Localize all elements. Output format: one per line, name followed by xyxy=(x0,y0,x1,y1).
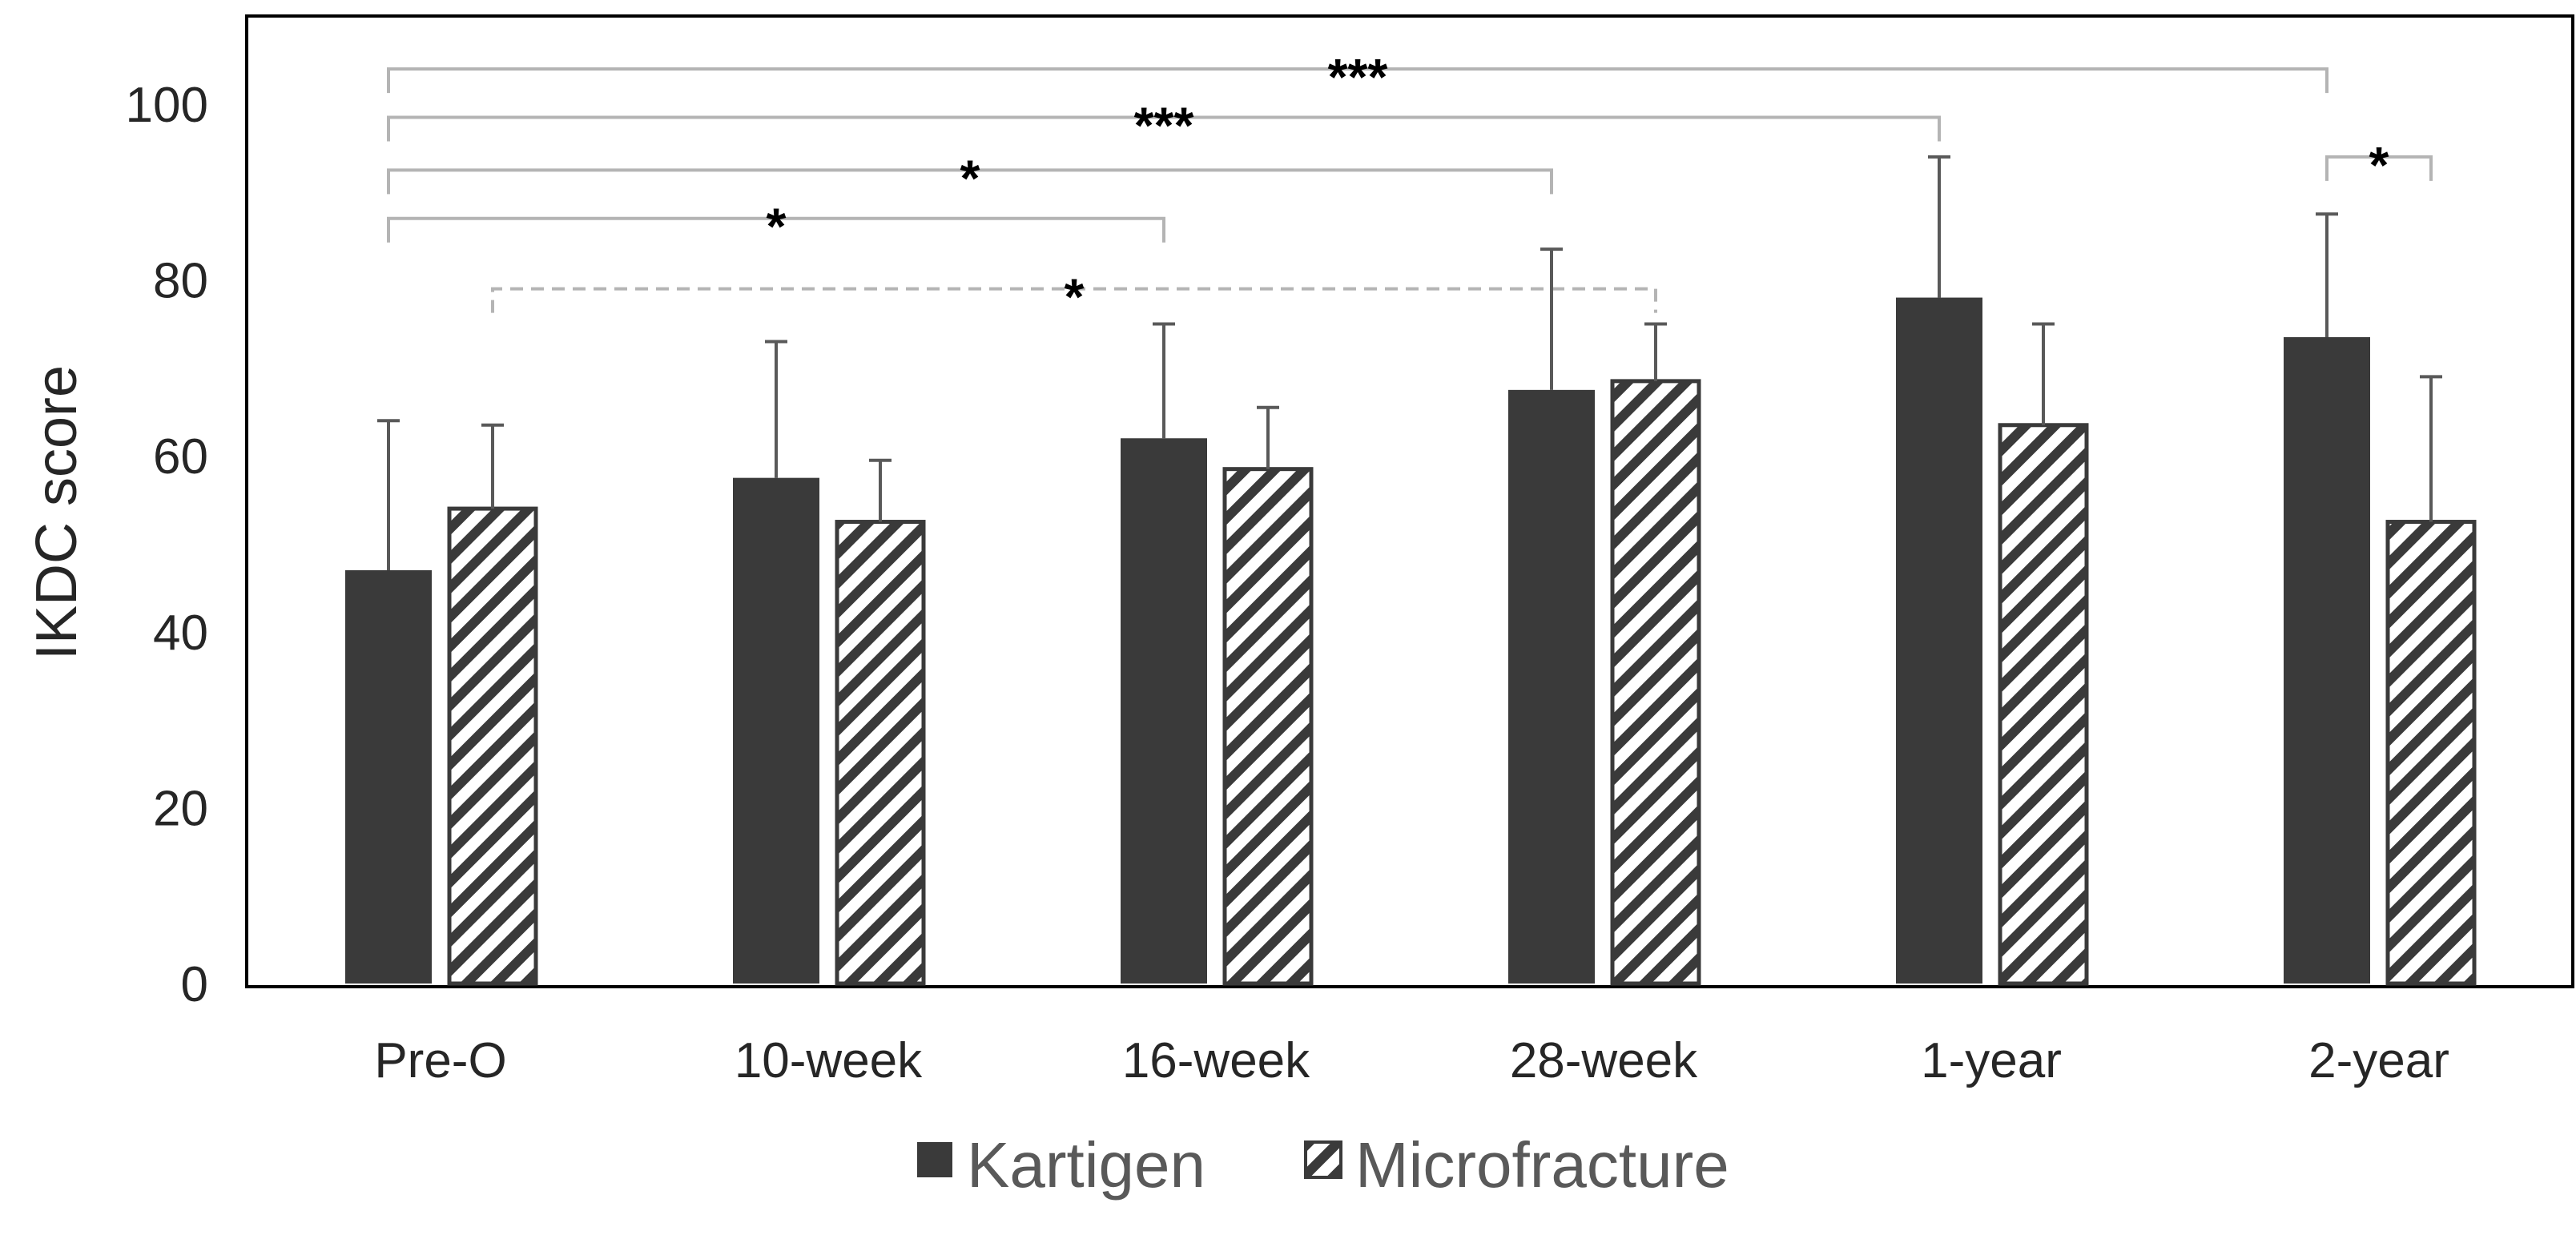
x-tick-label: 10-week xyxy=(735,1033,923,1088)
legend: Kartigen Microfracture xyxy=(917,1129,1729,1201)
significance-bracket xyxy=(387,67,2328,94)
y-tick-label: 20 xyxy=(153,781,208,836)
kartigen-bar xyxy=(345,569,432,984)
x-tick-label: 1-year xyxy=(1921,1033,2062,1088)
significance-bracket xyxy=(387,168,1553,195)
microfracture-bar xyxy=(835,520,926,986)
microfracture-bar xyxy=(1222,467,1314,986)
kartigen-bar xyxy=(1121,438,1207,984)
legend-label-kartigen: Kartigen xyxy=(967,1129,1205,1201)
x-tick-label: 28-week xyxy=(1510,1033,1698,1088)
y-tick-label: 80 xyxy=(153,254,208,309)
microfracture-bar xyxy=(1610,379,1701,986)
kartigen-bar xyxy=(1508,389,1595,984)
bars xyxy=(345,155,2477,986)
significance-bracket xyxy=(2325,155,2433,181)
kartigen-bar xyxy=(1896,297,1982,984)
y-tick-label: 0 xyxy=(181,957,208,1012)
significance-label: * xyxy=(1065,268,1085,326)
significance-label: * xyxy=(960,149,980,207)
x-axis: Pre-O 10-week 16-week 28-week 1-year 2-year xyxy=(374,1033,2449,1088)
microfracture-bar xyxy=(447,506,538,986)
significance-bracket xyxy=(491,287,1657,313)
x-tick-label: 16-week xyxy=(1122,1033,1310,1088)
significance-label: *** xyxy=(1134,96,1194,154)
significance-label: * xyxy=(767,198,787,255)
kartigen-bar xyxy=(2284,336,2370,984)
kartigen-bar xyxy=(733,477,819,984)
x-tick-label: 2-year xyxy=(2308,1033,2449,1088)
y-tick-label: 40 xyxy=(153,605,208,661)
plot-frame xyxy=(245,14,2574,988)
y-axis-label: IKDC score xyxy=(25,365,89,660)
legend-label-microfracture: Microfracture xyxy=(1355,1129,1729,1201)
x-tick-label: Pre-O xyxy=(374,1033,506,1088)
y-tick-label: 60 xyxy=(153,429,208,485)
legend-swatch-kartigen xyxy=(917,1142,952,1177)
significance-bracket xyxy=(387,115,1941,142)
significance-label: *** xyxy=(1328,48,1388,106)
significance-bracket xyxy=(387,216,1165,243)
legend-swatch-microfracture xyxy=(1304,1140,1342,1179)
microfracture-bar xyxy=(1998,423,2089,986)
y-tick-label: 100 xyxy=(126,78,208,133)
y-axis: 0 20 40 60 80 100 xyxy=(126,78,208,1012)
significance-label: * xyxy=(2369,136,2389,194)
microfracture-bar xyxy=(2385,520,2477,986)
significance-annotations: ********** xyxy=(387,48,2433,326)
